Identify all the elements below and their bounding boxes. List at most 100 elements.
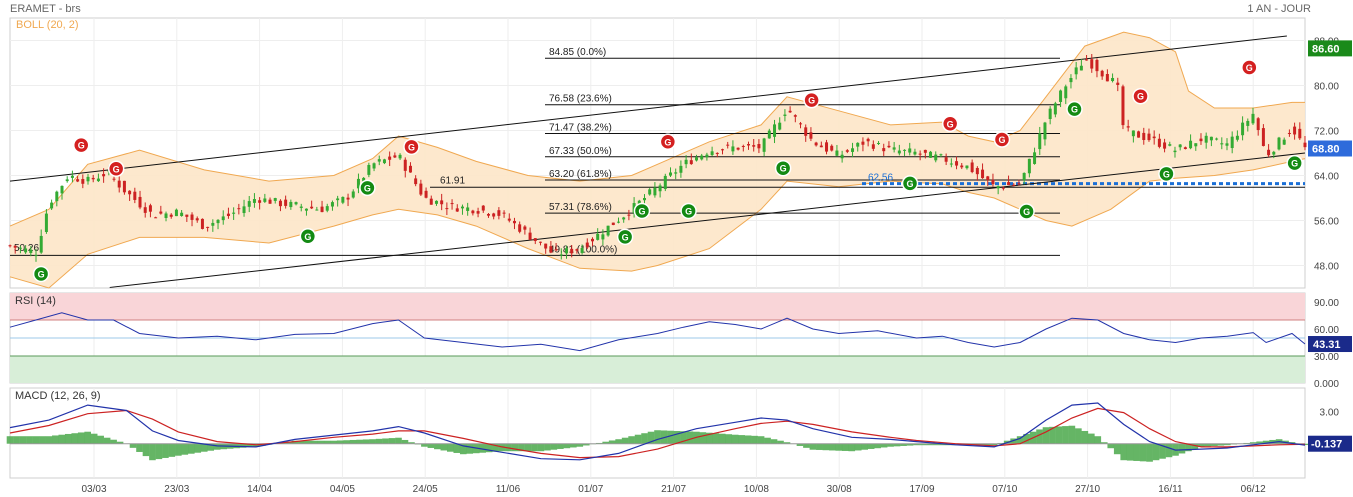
candle-body [632, 203, 636, 214]
macd-histogram-bar [26, 436, 33, 444]
macd-histogram-bar [874, 443, 881, 449]
macd-histogram-bar [194, 443, 202, 453]
macd-histogram-bar [103, 437, 111, 444]
macd-histogram-bar [349, 439, 357, 444]
candle-body [507, 218, 511, 221]
macd-histogram-bar [1133, 443, 1140, 461]
signal-circle [107, 160, 125, 177]
candle-body [809, 132, 813, 139]
macd-histogram-bar [822, 443, 830, 451]
period-label[interactable]: 1 AN - JOUR [1247, 3, 1311, 15]
candle-body [965, 165, 969, 169]
macd-histogram-bar [764, 437, 771, 444]
macd-histogram-bar [518, 443, 525, 452]
candle-body [767, 130, 771, 139]
macd-histogram-bar [537, 443, 545, 452]
signal-label: G [1137, 92, 1144, 102]
candle-body [445, 208, 449, 210]
macd-histogram-bar [188, 443, 195, 454]
macd-histogram-bar [990, 443, 998, 446]
price-y-tick-label: 64.00 [1314, 172, 1339, 183]
macd-histogram-bar [531, 443, 538, 452]
buy-signal-marker: G [1066, 100, 1083, 118]
signal-label: G [1071, 105, 1078, 115]
macd-histogram-bar [200, 443, 208, 452]
candle-body [325, 206, 329, 211]
candle-body [518, 224, 522, 232]
candle-body [29, 249, 33, 253]
candle-body [96, 178, 100, 182]
candle-body [294, 202, 298, 205]
candle-body [263, 198, 267, 202]
signal-circle [72, 136, 90, 154]
candle-body [102, 174, 106, 177]
candle-body [466, 207, 470, 211]
macd-histogram-bar [1036, 429, 1043, 444]
trend-channel-line-lower [109, 152, 1306, 288]
candle-body [190, 214, 194, 220]
candle-body [642, 197, 646, 201]
candle-body [492, 213, 496, 217]
price-y-tick-label: 80.00 [1314, 82, 1339, 93]
candle-body [778, 122, 782, 130]
macd-histogram-bar [615, 439, 622, 444]
candle-body [1022, 172, 1026, 181]
x-tick-label: 21/07 [661, 484, 686, 495]
candle-body [1287, 132, 1291, 134]
candle-body [247, 201, 251, 207]
candle-body [362, 177, 366, 182]
macd-histogram-bar [1120, 443, 1127, 461]
signal-label: G [1246, 63, 1253, 73]
rsi-value-badge-box [1308, 336, 1352, 353]
macd-histogram-bar [1256, 441, 1263, 444]
macd-histogram-bar [58, 434, 66, 444]
macd-histogram-bar [563, 443, 571, 449]
buy-signal-marker: G [1158, 165, 1175, 183]
macd-histogram-bar [97, 435, 104, 444]
candle-body [731, 146, 735, 152]
bollinger-upper-line [9, 31, 1305, 227]
candle-body [549, 246, 553, 253]
x-tick-label: 07/10 [992, 484, 1017, 495]
macd-histogram-bar [783, 442, 791, 444]
candle-body [1043, 122, 1047, 140]
candle-body [117, 180, 121, 188]
candle-body [601, 234, 605, 240]
rsi-y-tick-label: 0.000 [1314, 379, 1339, 390]
candle-body [336, 198, 340, 201]
buy-signal-marker: G [901, 175, 919, 192]
x-tick-label: 16/11 [1158, 484, 1183, 495]
candle-body [533, 238, 537, 242]
candle-body [960, 165, 964, 168]
macd-histogram-bar [829, 443, 836, 451]
candle-body [388, 156, 392, 160]
candle-body [174, 209, 178, 217]
candle-body [206, 226, 210, 228]
candle-body [1152, 136, 1156, 139]
macd-histogram-bar [647, 431, 655, 444]
macd-histogram-bar [731, 434, 739, 444]
candle-body [611, 222, 615, 226]
macd-line [9, 402, 1306, 461]
candle-body [840, 154, 844, 159]
macd-histogram-bar [680, 431, 687, 444]
sell-signal-marker: G [803, 91, 820, 109]
candle-body [861, 141, 865, 145]
candle-body [76, 179, 80, 182]
x-tick-label: 14/04 [247, 484, 272, 495]
macd-histogram-bar [90, 433, 98, 444]
candle-body [169, 214, 173, 217]
macd-histogram-bar [110, 439, 117, 444]
macd-histogram-bar [162, 443, 169, 458]
macd-histogram-bar [1191, 443, 1199, 449]
candle-body [195, 218, 199, 221]
candle-body [1261, 128, 1265, 146]
buy-signal-marker: G [616, 228, 634, 246]
fibonacci-level-label: 71.47 (38.2%) [549, 122, 612, 133]
candle-body [528, 232, 532, 240]
macd-histogram-bar [71, 433, 79, 444]
candle-body [1173, 150, 1177, 153]
candle-body [1142, 132, 1146, 141]
candle-body [908, 148, 912, 153]
